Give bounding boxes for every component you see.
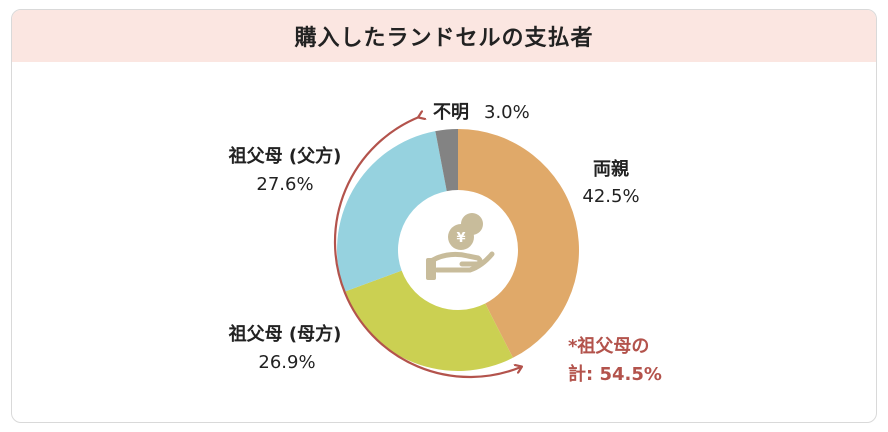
slice-label-maternal-grandparents: 祖父母 (母方)	[228, 323, 342, 345]
grandparents-total-note-line2: 計: 54.5%	[568, 363, 662, 385]
svg-text:¥: ¥	[456, 231, 465, 246]
chart-title: 購入したランドセルの支払者	[294, 26, 594, 51]
slice-label-paternal-grandparents: 祖父母 (父方)	[228, 145, 342, 167]
slice-label-parents: 両親	[593, 158, 629, 180]
hand-with-yen-coin-icon: ¥	[426, 213, 495, 280]
slice-maternal-grandparents	[344, 270, 513, 371]
slice-label-unknown: 不明	[433, 102, 469, 123]
slice-value-paternal-grandparents: 27.6%	[256, 174, 313, 195]
card-header: 購入したランドセルの支払者	[12, 10, 876, 62]
grandparents-bracket-arc	[333, 117, 521, 379]
grandparents-total-note-line1: *祖父母の	[568, 335, 649, 357]
slice-value-unknown: 3.0%	[484, 102, 530, 123]
slice-value-parents: 42.5%	[582, 186, 639, 207]
slice-value-maternal-grandparents: 26.9%	[258, 352, 315, 373]
